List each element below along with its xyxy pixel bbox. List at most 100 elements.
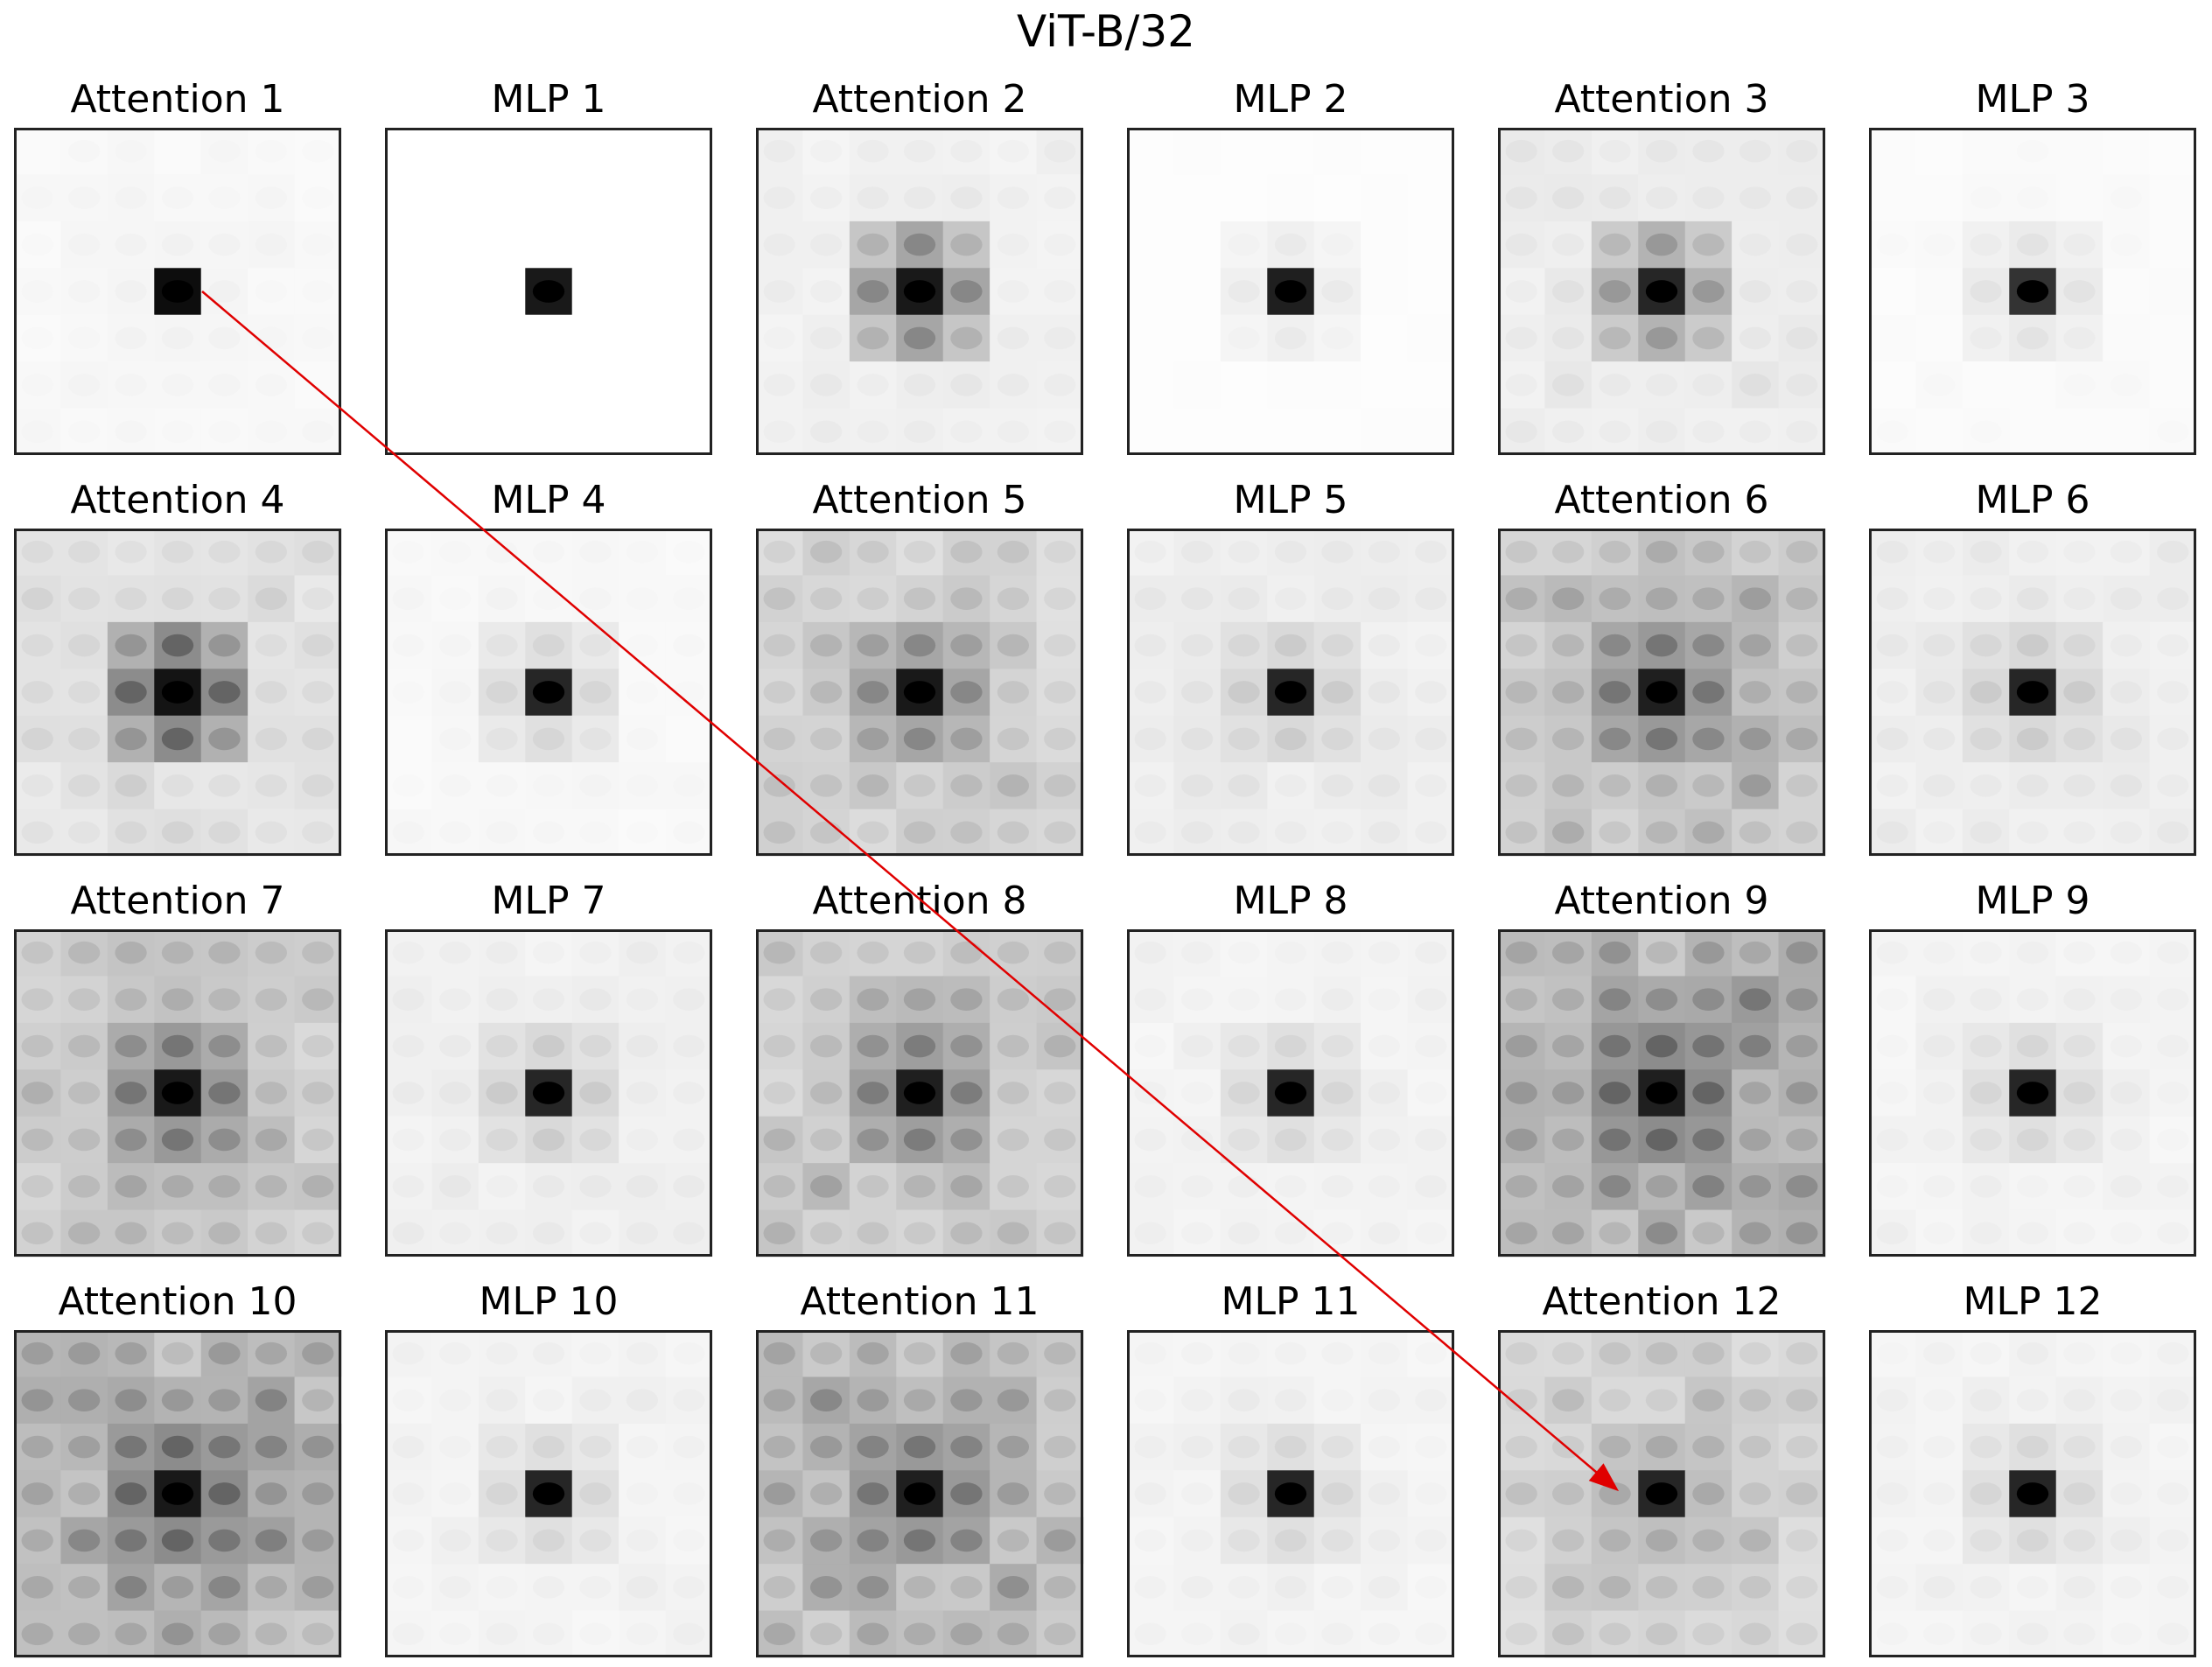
heatmap-blob	[1368, 774, 1401, 797]
heatmap-blob	[1645, 1128, 1678, 1152]
panel-title-attention-6: Attention 6	[1554, 478, 1769, 522]
heatmap-blob	[1368, 1175, 1401, 1198]
heatmap-blob	[579, 540, 612, 564]
heatmap-blob	[1876, 1082, 1908, 1104]
heatmap-blob	[532, 1128, 565, 1152]
heatmap-blob	[208, 139, 241, 163]
heatmap-blob	[1274, 634, 1307, 657]
heatmap-blob	[997, 1128, 1030, 1152]
heatmap-blob	[1228, 1435, 1260, 1459]
heatmap-blob	[255, 1341, 288, 1365]
heatmap-cell	[1407, 408, 1455, 456]
heatmap-blob	[1228, 1082, 1260, 1104]
heatmap-blob	[392, 774, 424, 797]
heatmap-blob	[115, 1222, 147, 1245]
heatmap-blob	[1505, 941, 1537, 964]
heatmap-blob	[997, 1082, 1030, 1104]
heatmap-blob	[903, 326, 936, 350]
heatmap-cell	[2055, 408, 2104, 456]
heatmap-blob	[763, 634, 795, 657]
heatmap-blob	[1505, 1034, 1537, 1058]
heatmap-blob	[115, 420, 147, 444]
heatmap-blob	[1274, 1529, 1307, 1552]
heatmap-blob	[115, 1576, 147, 1599]
heatmap-blob	[255, 1222, 288, 1245]
heatmap-blob	[2157, 1082, 2189, 1104]
heatmap-blob	[392, 1082, 424, 1104]
heatmap-blob	[1692, 1435, 1725, 1459]
heatmap-blob	[1415, 1622, 1447, 1646]
heatmap-blob	[1876, 941, 1908, 964]
heatmap-blob	[1228, 326, 1260, 350]
heatmap-blob	[1599, 1482, 1631, 1505]
heatmap-blob	[1739, 540, 1772, 564]
heatmap-mlp-3	[1869, 128, 2197, 456]
heatmap-blob	[1044, 1034, 1076, 1058]
heatmap-blob	[1786, 988, 1818, 1011]
heatmap-blob	[2110, 1435, 2143, 1459]
heatmap-blob	[2110, 1128, 2143, 1152]
heatmap-blob	[1134, 1034, 1166, 1058]
heatmap-blob	[486, 1175, 518, 1198]
heatmap-blob	[67, 988, 101, 1011]
heatmap-blob	[2110, 1082, 2143, 1104]
heatmap-blob	[255, 1175, 288, 1198]
heatmap-blob	[161, 326, 194, 350]
heatmap-blob	[67, 374, 101, 396]
panel-title-mlp-12: MLP 12	[1963, 1279, 2103, 1324]
heatmap-blob	[1922, 1034, 1956, 1058]
heatmap-blob	[392, 1389, 424, 1411]
heatmap-blob	[997, 186, 1030, 209]
heatmap-blob	[302, 681, 334, 704]
heatmap-cell	[2103, 314, 2151, 362]
heatmap-blob	[1786, 821, 1818, 844]
heatmap-cell	[2149, 361, 2197, 410]
heatmap-blob	[255, 634, 288, 657]
heatmap-blob	[486, 1529, 518, 1552]
heatmap-blob	[903, 821, 936, 844]
heatmap-blob	[1645, 821, 1678, 844]
heatmap-blob	[673, 1175, 705, 1198]
heatmap-blob	[1274, 941, 1307, 964]
heatmap-blob	[1551, 1435, 1585, 1459]
heatmap-blob	[1551, 326, 1585, 350]
heatmap-attention-1	[14, 128, 342, 456]
heatmap-blob	[208, 374, 241, 396]
heatmap-blob	[1321, 1576, 1354, 1599]
heatmap-blob	[673, 821, 705, 844]
heatmap-blob	[438, 681, 472, 704]
heatmap-blob	[392, 681, 424, 704]
heatmap-blob	[1645, 941, 1678, 964]
heatmap-blob	[2063, 988, 2096, 1011]
heatmap-cell	[571, 174, 620, 222]
heatmap-blob	[2016, 587, 2049, 610]
heatmap-blob	[302, 1576, 334, 1599]
heatmap-blob	[997, 139, 1030, 163]
heatmap-blob	[1228, 1222, 1260, 1245]
heatmap-blob	[579, 988, 612, 1011]
heatmap-blob	[161, 1435, 194, 1459]
heatmap-blob	[1228, 1576, 1260, 1599]
heatmap-blob	[1739, 280, 1772, 303]
panel-frame	[1869, 1330, 2196, 1657]
heatmap-attention-2	[756, 128, 1084, 456]
heatmap-blob	[763, 1222, 795, 1245]
heatmap-blob	[1134, 1576, 1166, 1599]
heatmap-blob	[809, 727, 843, 751]
heatmap-blob	[302, 634, 334, 657]
heatmap-blob	[532, 1034, 565, 1058]
heatmap-cell	[665, 361, 713, 410]
heatmap-blob	[950, 233, 983, 256]
heatmap-blob	[1321, 634, 1354, 657]
heatmap-blob	[1368, 1435, 1401, 1459]
heatmap-blob	[1228, 727, 1260, 751]
heatmap-blob	[809, 1435, 843, 1459]
heatmap-blob	[1228, 681, 1260, 704]
heatmap-blob	[1970, 540, 2002, 564]
heatmap-blob	[208, 1082, 241, 1104]
heatmap-blob	[208, 821, 241, 844]
heatmap-blob	[1876, 1482, 1908, 1505]
heatmap-blob	[626, 988, 659, 1011]
heatmap-blob	[67, 681, 101, 704]
heatmap-blob	[809, 540, 843, 564]
